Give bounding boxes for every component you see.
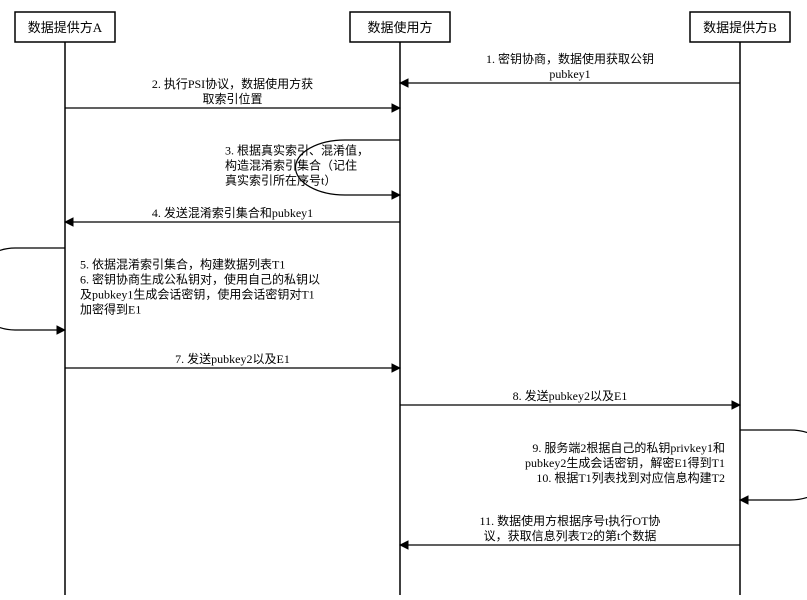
- lifeline-label-A: 数据提供方A: [28, 20, 103, 35]
- msg-3-label: 3. 根据真实索引、混淆值，构造混淆索引集合（记住真实索引所在序号t）: [225, 143, 369, 188]
- lifeline-label-U: 数据使用方: [367, 20, 432, 35]
- msg-5-6-label: 5. 依据混淆索引集合，构建数据列表T16. 密钥协商生成公私钥对，使用自己的私…: [80, 257, 320, 317]
- msg-2-label: 2. 执行PSI协议，数据使用方获取索引位置: [152, 76, 313, 106]
- msg-11-label: 11. 数据使用方根据序号t执行OT协议，获取信息列表T2的第t个数据: [480, 513, 661, 543]
- lifeline-label-B: 数据提供方B: [703, 20, 777, 35]
- msg-9-10-label: 9. 服务端2根据自己的私钥privkey1和pubkey2生成会话密钥，解密E…: [525, 440, 725, 485]
- msg-5-6-loop: [0, 248, 65, 330]
- msg-7-label: 7. 发送pubkey2以及E1: [175, 351, 290, 366]
- msg-1-label: 1. 密钥协商，数据使用获取公钥pubkey1: [486, 51, 654, 81]
- msg-8-label: 8. 发送pubkey2以及E1: [513, 388, 628, 403]
- msg-9-10-loop: [740, 430, 807, 500]
- msg-4-label: 4. 发送混淆索引集合和pubkey1: [152, 205, 313, 220]
